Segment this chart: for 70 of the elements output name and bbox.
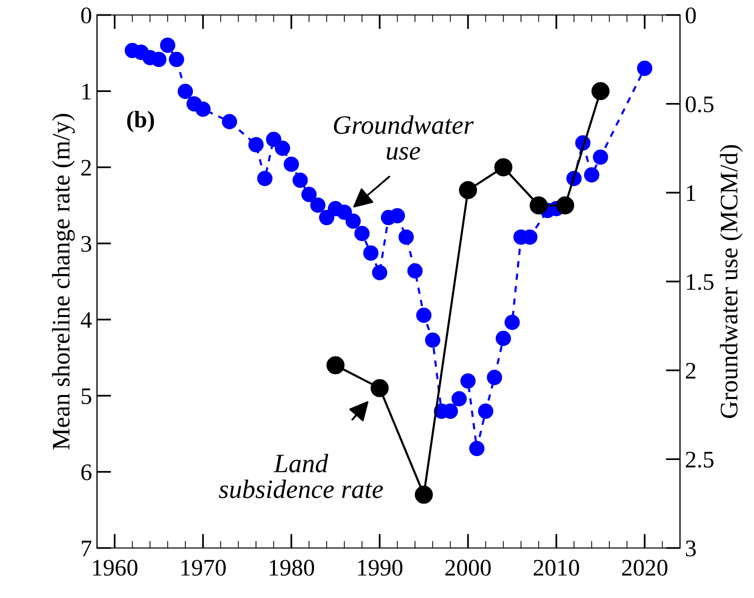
x-tick-label: 2000 [445,560,491,576]
point [592,149,608,165]
point [425,332,440,348]
point [416,308,432,323]
point [591,82,610,100]
x-tick-label: 1990 [358,560,402,576]
point [363,245,378,261]
y-axis-title: Mean shoreline change rate (m/y) [52,114,75,450]
point [326,356,345,374]
point [346,213,361,229]
annotation: (b) [127,110,154,132]
point [168,52,184,68]
x-tick-label: 1970 [181,560,226,576]
y-tick-label: 7 [82,540,92,556]
y-tick-label: 4 [80,312,92,328]
point [178,84,193,100]
y-tick-label: 3 [81,236,92,252]
y2-tick-label: 2.5 [686,452,714,468]
point [530,196,548,214]
point [319,210,334,226]
point [151,52,166,68]
point [266,132,282,148]
point [460,373,476,389]
y-tick-label: 6 [81,464,92,480]
point [195,102,211,117]
point [248,137,264,152]
point [637,60,652,76]
y-tick-label: 0 [81,7,92,24]
y2-axis-title: Groundwater use (MCM/d) [720,145,743,418]
point [407,263,423,278]
point [458,181,478,200]
point [257,170,272,186]
point [494,158,512,176]
point [504,314,520,330]
point [414,486,433,504]
point [478,404,494,419]
point [469,440,484,456]
point [372,264,388,280]
x-tick-label: 1960 [93,560,138,576]
point [390,208,405,224]
point [160,38,176,53]
y2-tick-label: 2 [686,362,696,379]
point [452,391,467,406]
point [274,140,290,156]
x-tick-label: 2010 [534,560,580,576]
point [336,204,352,220]
y-tick-label: 1 [82,84,91,100]
x-tick-label: 2020 [622,560,668,576]
point [496,330,511,346]
x-tick-label: 1980 [270,560,314,576]
point [584,167,600,183]
point [370,379,389,398]
point [354,226,370,242]
point [556,196,574,214]
point [486,370,502,386]
y2-tick-label: 3 [686,540,696,556]
y2-tick-label: 0.5 [686,96,714,112]
point [301,186,317,202]
annotation: Groundwater use [334,115,474,160]
point [284,156,299,172]
y2-tick-label: 0 [686,7,696,24]
y2-tick-label: 1 [686,185,696,201]
y-tick-label: 5 [82,388,92,404]
y2-tick-label: 1.5 [686,274,714,290]
point [222,114,238,130]
y-tick-label: 2 [81,160,91,176]
point [292,172,308,188]
point [310,197,326,213]
annotation: Land subsidence rate [218,454,383,498]
point [398,229,414,245]
